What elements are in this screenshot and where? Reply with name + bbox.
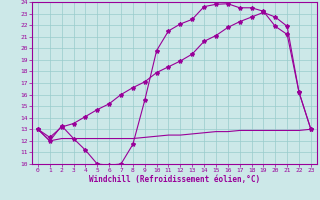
X-axis label: Windchill (Refroidissement éolien,°C): Windchill (Refroidissement éolien,°C) [89,175,260,184]
